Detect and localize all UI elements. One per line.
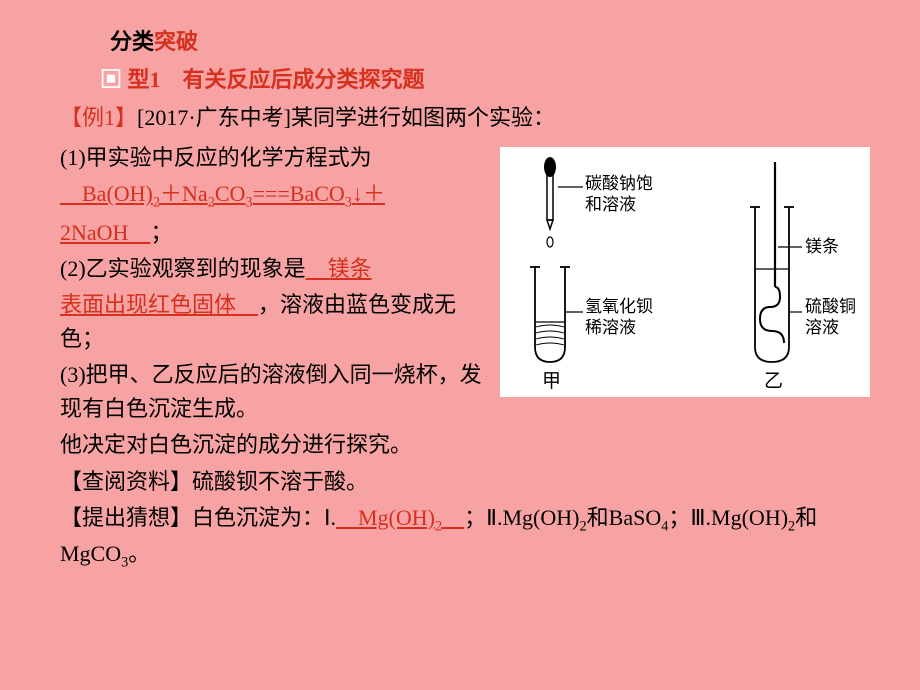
label-mg-strip: 镁条 [805,237,839,256]
q1-answer-line2: 2NaOH ； [60,216,490,250]
left-column: (1)甲实验中反应的化学方程式为 Ba(OH)2＋Na2CO3===BaCO3↓… [60,141,490,428]
q3-line2: 他决定对白色沉淀的成分进行探究。 [60,428,880,462]
section-header: 分类突破 [110,25,880,59]
header-part-b: 突破 [154,29,198,54]
example-source: [2017·广东中考]某同学进行如图两个实验： [137,105,555,130]
experiment-diagram: 碳酸钠饱 和溶液 氢氧化钡 稀溶液 甲 镁条 硫酸铜 [500,147,870,397]
magnesium-strip-icon [760,162,784,343]
type-header: ▣ 型1 有关反应后成分类探究题 [100,63,880,97]
header-part-a: 分类 [110,29,154,54]
label-barium-hydroxide: 氢氧化钡 [585,297,653,316]
content-row: (1)甲实验中反应的化学方程式为 Ba(OH)2＋Na2CO3===BaCO3↓… [60,141,880,428]
q2-line2: 表面出现红色固体 ，溶液由蓝色变成无色； [60,288,490,356]
q1-answer-part2: 2NaOH [60,220,150,245]
svg-text:溶液: 溶液 [805,318,839,337]
type-bullet: ▣ [100,67,128,92]
example-tag: 【例1】 [60,105,137,130]
svg-text:和溶液: 和溶液 [585,195,636,214]
dropper-icon [544,157,556,247]
test-tube-left-icon [530,267,570,362]
label-sodium-carbonate: 碳酸钠饱 [585,174,653,193]
q2-line1: (2)乙实验观察到的现象是 镁条 [60,252,490,286]
label-copper-sulfate: 硫酸铜 [805,297,856,316]
q1-answer-line1: Ba(OH)2＋Na2CO3===BaCO3↓＋ [60,177,490,214]
test-tube-right-icon [750,207,794,362]
example-line: 【例1】[2017·广东中考]某同学进行如图两个实验： [60,101,880,135]
label-jia: 甲 [542,371,561,392]
diagram-svg: 碳酸钠饱 和溶液 氢氧化钡 稀溶液 甲 镁条 硫酸铜 [500,147,870,397]
svg-text:稀溶液: 稀溶液 [585,318,636,337]
hyp-answer: Mg(OH)2 [336,505,464,530]
hypothesis-line: 【提出猜想】白色沉淀为：Ⅰ. Mg(OH)2 ；Ⅱ.Mg(OH)2和BaSO4；… [60,501,880,574]
q3-line1: (3)把甲、乙反应后的溶液倒入同一烧杯，发现有白色沉淀生成。 [60,358,490,426]
type-number: 型1 [128,67,161,92]
q1-text: (1)甲实验中反应的化学方程式为 [60,141,490,175]
q1-tail: ； [150,220,172,245]
label-yi: 乙 [764,371,783,392]
reference-info: 【查阅资料】硫酸钡不溶于酸。 [60,465,880,499]
q1-answer-part1: Ba(OH)2＋Na2CO3===BaCO3↓＋ [60,181,385,206]
type-title: 有关反应后成分类探究题 [161,67,425,92]
